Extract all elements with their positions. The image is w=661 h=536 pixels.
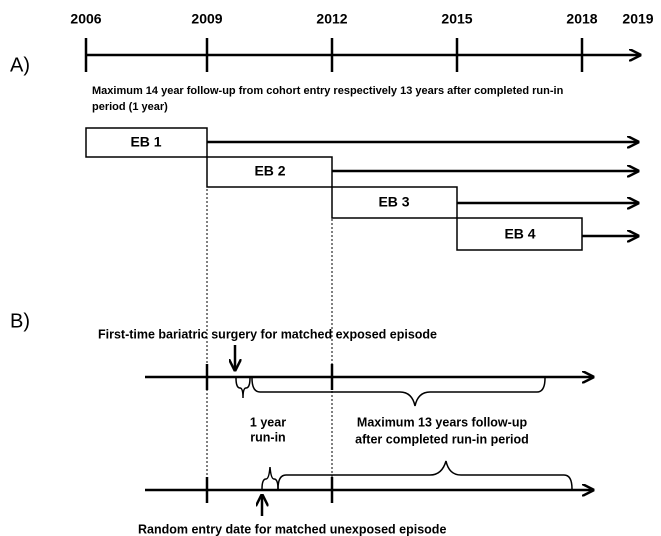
episode-label: EB 1: [130, 134, 161, 150]
unexposed-label: Random entry date for matched unexposed …: [138, 522, 446, 536]
episode-box: [85, 127, 208, 158]
note: period (1 year): [92, 101, 168, 113]
runin-text: run-in: [250, 430, 285, 444]
followup-text: Maximum 13 years follow-up: [357, 415, 528, 429]
year: 2019: [622, 11, 653, 27]
panel-label: A): [10, 54, 30, 76]
year: 2018: [566, 11, 597, 27]
episode-box: [456, 217, 583, 251]
year: 2012: [316, 11, 347, 27]
exposed-label: First-time bariatric surgery for matched…: [98, 327, 437, 341]
year: 2009: [191, 11, 222, 27]
brace: [277, 460, 573, 490]
runin-text: 1 year: [250, 415, 286, 429]
year: 2015: [441, 11, 472, 27]
episode-label: EB 4: [504, 226, 535, 242]
year: 2006: [70, 11, 101, 27]
panel-label: B): [10, 310, 30, 332]
episode-label: EB 3: [378, 194, 409, 210]
follow-up-arrows: [207, 142, 638, 236]
timeline-ticks: [84, 38, 584, 72]
note: Maximum 14 year follow-up from cohort en…: [92, 85, 564, 97]
brace: [235, 377, 251, 399]
episode-label: EB 2: [254, 163, 285, 179]
followup-text: after completed run-in period: [355, 432, 529, 446]
brace: [251, 377, 546, 407]
brace: [261, 466, 279, 490]
